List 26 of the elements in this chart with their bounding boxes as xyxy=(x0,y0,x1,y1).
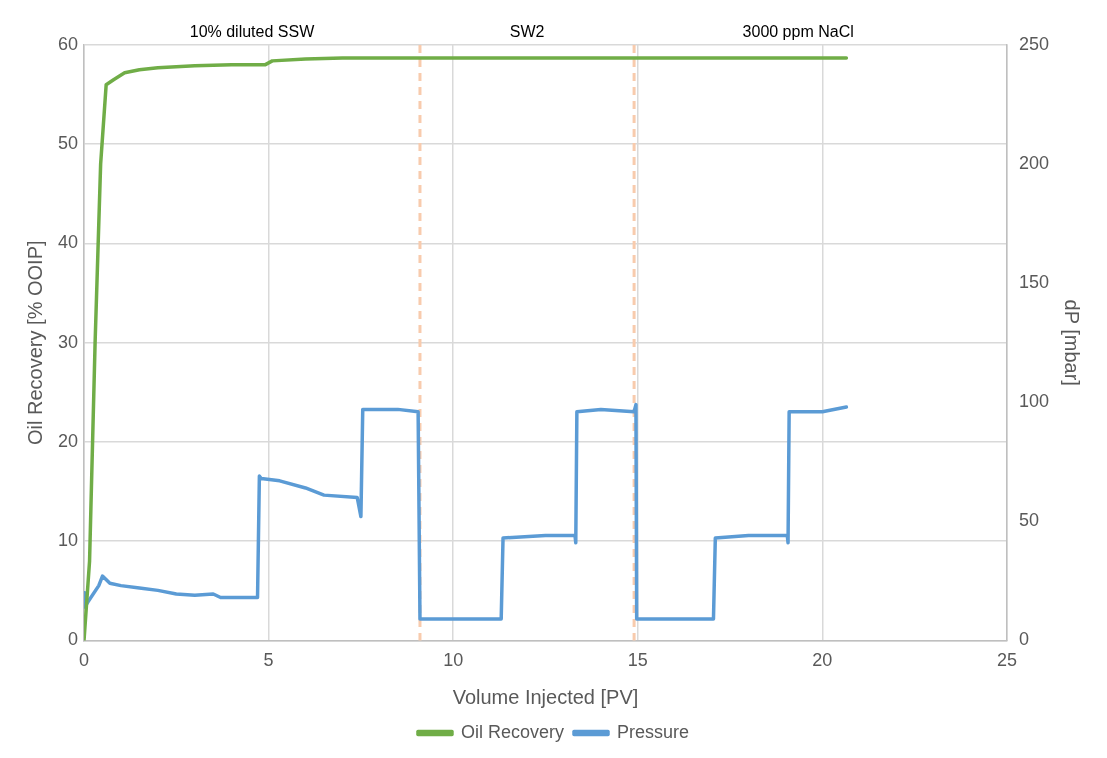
y2-tick-label: 50 xyxy=(1018,510,1039,531)
x-tick-label: 5 xyxy=(263,650,274,671)
x-tick-label: 15 xyxy=(627,650,648,671)
text: 3000 ppm NaCl xyxy=(742,23,854,41)
legend-label: Oil Recovery xyxy=(460,721,565,742)
y-axis-title: Oil Recovery [% OOIP] xyxy=(23,240,46,445)
text: 10% diluted SSW xyxy=(189,23,316,41)
y-tick-label: 20 xyxy=(57,430,79,451)
y-tick-label: 60 xyxy=(57,33,79,54)
y-tick-label: 10 xyxy=(57,530,79,551)
y2-tick-label: 150 xyxy=(1018,272,1050,293)
y2-tick-label: 250 xyxy=(1018,33,1050,54)
x-tick-label: 20 xyxy=(812,650,833,671)
y-tick-label: 50 xyxy=(57,133,79,154)
y-tick-label: 40 xyxy=(57,232,79,253)
text: SW2 xyxy=(509,23,545,41)
legend-label: Pressure xyxy=(617,721,690,742)
y-tick-label: 0 xyxy=(68,629,79,650)
y2-tick-label: 0 xyxy=(1018,629,1029,650)
y2-axis-title: dP [mbar] xyxy=(1061,299,1084,386)
y-tick-label: 30 xyxy=(57,331,79,352)
x-tick-label: 10 xyxy=(443,650,464,671)
x-axis-title: Volume Injected [PV] xyxy=(452,685,639,708)
y2-tick-label: 100 xyxy=(1018,391,1050,412)
x-tick-label: 25 xyxy=(996,650,1017,671)
y2-tick-label: 200 xyxy=(1018,153,1050,174)
